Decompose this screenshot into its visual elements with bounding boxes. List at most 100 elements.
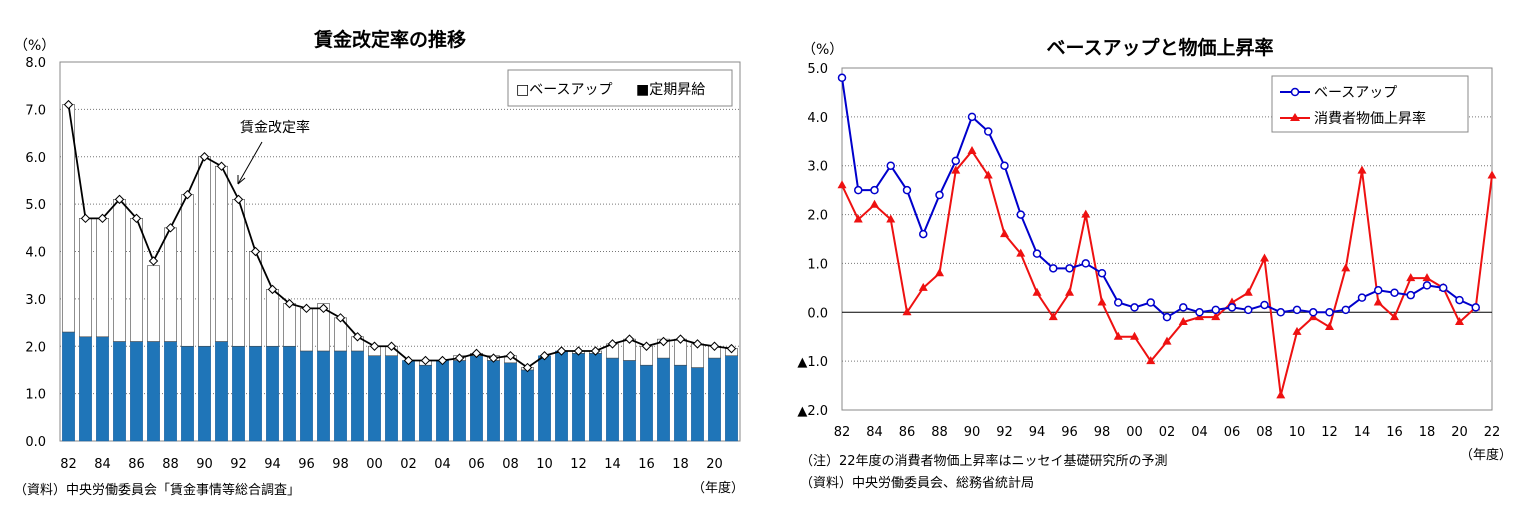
periodic-bar — [640, 364, 653, 442]
cpi-triangle-marker — [1016, 248, 1026, 257]
periodic-bar — [164, 341, 177, 442]
left-wage-line — [63, 99, 737, 373]
cpi-triangle-marker — [951, 165, 961, 174]
cpi-triangle-marker — [1065, 287, 1074, 296]
right-y-axis: ▲2.0 ▲1.0 0.0 1.0 2.0 3.0 4.0 5.0 — [797, 62, 828, 419]
base-up-circle-marker — [1179, 303, 1188, 312]
wage-rate-diamond-marker — [658, 336, 669, 347]
right-y-tick-label: ▲2.0 — [797, 404, 828, 419]
left-legend-base-up: □ベースアップ — [516, 82, 613, 98]
wage-rate-diamond-marker — [233, 194, 244, 205]
wage-rate-diamond-marker — [692, 339, 703, 349]
base-up-bar — [96, 218, 109, 338]
left-x-tick-label: 04 — [434, 457, 451, 472]
periodic-bar — [79, 336, 92, 442]
base-up-bar — [300, 308, 313, 352]
base-up-circle-marker — [1292, 305, 1302, 315]
left-y-tick-label: 0.0 — [25, 435, 46, 450]
periodic-bar — [419, 364, 432, 442]
wage-rate-diamond-marker — [539, 351, 550, 361]
right-legend-box — [1271, 75, 1469, 133]
right-x-tick-label: 94 — [1029, 425, 1046, 440]
base-up-bar — [181, 194, 194, 347]
base-up-circle-marker — [1162, 312, 1172, 322]
periodic-bar — [198, 346, 211, 442]
periodic-bar — [623, 360, 636, 442]
base-up-circle-marker — [1357, 293, 1367, 302]
left-y-tick-label: 4.0 — [25, 246, 46, 261]
base-up-circle-marker — [854, 185, 863, 195]
base-up-circle-marker — [1260, 300, 1269, 310]
wage-rate-diamond-marker — [216, 161, 227, 171]
right-x-tick-label: 86 — [899, 425, 916, 440]
wage-rate-diamond-marker — [471, 348, 482, 359]
base-up-bar — [232, 199, 245, 347]
right-legend-base-up: ベースアップ — [1314, 85, 1397, 101]
cpi-triangle-marker — [1032, 287, 1042, 296]
periodic-bar — [215, 341, 228, 442]
right-y-tick-label: 4.0 — [807, 111, 828, 126]
cpi-triangle-marker — [1292, 326, 1302, 335]
right-legend-circle-marker-icon — [1290, 87, 1300, 97]
right-x-tick-label: 18 — [1419, 425, 1436, 440]
left-y-tick-label: 2.0 — [25, 340, 46, 355]
cpi-triangle-marker — [1048, 312, 1058, 321]
left-y-tick-label: 5.0 — [25, 198, 46, 213]
wage-rate-diamond-marker — [522, 362, 533, 373]
left-x-unit: （年度） — [692, 480, 744, 496]
left-y-unit: （%） — [14, 38, 55, 54]
left-legend-periodic: ■定期昇給 — [636, 82, 705, 98]
right-x-tick-label: 06 — [1224, 425, 1241, 440]
right-x-tick-label: 96 — [1061, 425, 1078, 440]
cpi-triangle-marker — [1422, 273, 1432, 282]
left-x-tick-label: 94 — [264, 457, 281, 472]
base-up-bar — [113, 199, 126, 342]
periodic-bar — [181, 346, 194, 442]
right-chart-title: ベースアップと物価上昇率 — [1046, 36, 1273, 59]
base-up-bar — [79, 218, 92, 338]
periodic-bar — [232, 346, 245, 442]
periodic-bar — [453, 360, 466, 442]
left-x-tick-label: 20 — [706, 457, 723, 472]
periodic-bar — [691, 367, 704, 442]
base-up-bar — [130, 218, 143, 342]
base-up-circle-marker — [1032, 249, 1042, 258]
left-x-tick-label: 98 — [332, 457, 349, 472]
cpi-triangle-marker — [1146, 356, 1156, 365]
cpi-triangle-marker — [1276, 390, 1286, 399]
base-up-circle-marker — [1114, 298, 1123, 307]
left-x-tick-label: 14 — [604, 457, 621, 472]
cpi-triangle-marker — [1455, 317, 1464, 326]
base-up-circle-marker — [902, 185, 912, 195]
left-chart-title: 賃金改定率の推移 — [313, 28, 466, 51]
periodic-bar — [300, 350, 313, 442]
base-up-circle-marker — [1309, 308, 1318, 317]
cpi-triangle-marker — [1487, 170, 1497, 179]
right-plot-frame — [841, 67, 1493, 411]
base-up-bar — [215, 165, 228, 342]
wage-rate-diamond-marker — [182, 189, 193, 200]
wage-rate-diamond-marker — [63, 99, 74, 110]
cpi-triangle-marker — [1227, 297, 1237, 306]
cpi-triangle-marker — [1081, 209, 1091, 218]
base-up-circle-marker — [1211, 305, 1220, 315]
cpi-triangle-marker — [1357, 165, 1367, 174]
periodic-bar — [113, 341, 126, 442]
cpi-triangle-marker — [837, 180, 847, 189]
base-up-circle-marker — [1065, 264, 1074, 273]
right-y-unit: （%） — [802, 42, 843, 58]
left-source: （資料）中央労働委員会「賃金事情等総合調査」 — [14, 482, 300, 498]
left-chart-svg: 賃金改定率の推移 （%） 0.0 1.0 2.0 3.0 4.0 5.0 6.0 7.0 8.0… — [14, 28, 744, 498]
right-x-tick-label: 12 — [1321, 425, 1338, 440]
periodic-bar — [317, 350, 330, 442]
wage-rate-diamond-marker — [624, 334, 635, 344]
wage-rate-diamond-marker — [318, 303, 329, 314]
right-x-axis: 82 84 86 88 90 92 94 96 98 00 02 04 06 08 10 12 14 16 18 20… — [834, 425, 1501, 440]
left-y-tick-label: 7.0 — [25, 103, 46, 118]
base-up-bar — [249, 251, 262, 347]
right-legend-triangle-marker-icon — [1290, 113, 1300, 121]
left-annotation-wage-rate: 賃金改定率 — [240, 119, 310, 136]
base-up-circle-marker — [935, 190, 944, 200]
wage-rate-diamond-marker — [505, 351, 516, 361]
wage-rate-diamond-marker — [301, 303, 312, 314]
